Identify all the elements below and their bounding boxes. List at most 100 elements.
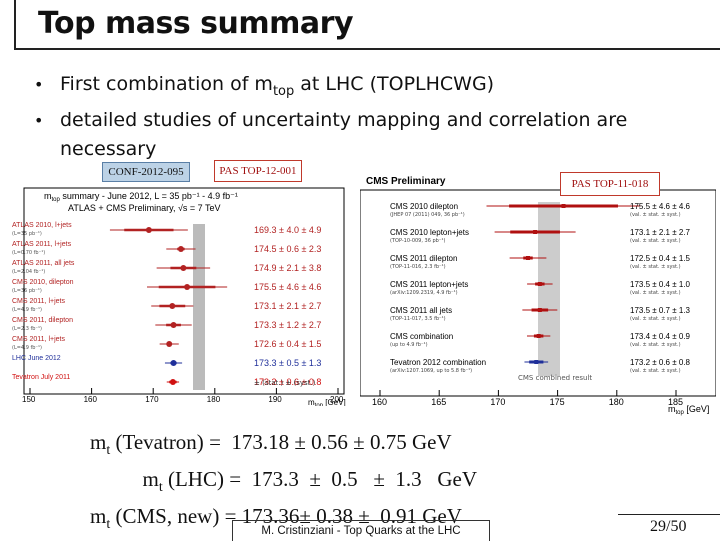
right-row-value: 173.4 ± 0.4 ± 0.9 <box>630 332 690 341</box>
right-row-value: 175.5 ± 4.6 ± 4.6 <box>630 202 690 211</box>
right-tick-label: 165 <box>431 397 446 407</box>
left-row-note: (L=2.3 fb⁻¹) <box>12 326 42 332</box>
formula-row-cms: mt (CMS, new) = 173.36± 0.38 ± 0.91 GeV <box>90 504 462 533</box>
bullet-subscript: top <box>272 83 295 99</box>
right-plot-row: CMS 2011 all jets(TOP-11-017, 3.5 fb⁻¹) 1… <box>390 306 690 322</box>
right-row-point <box>537 308 542 312</box>
left-row-value: 174.9 ± 2.1 ± 3.8 <box>254 263 321 273</box>
right-tick-label: 175 <box>550 397 565 407</box>
right-tick-label: 185 <box>668 397 683 407</box>
left-row-label: CMS 2011, l+jets <box>12 298 65 305</box>
title-underline <box>14 48 720 50</box>
left-row-note: (L=4.9 fb⁻¹) <box>12 345 42 351</box>
right-plot-xlabel: mtop [GeV] <box>668 404 709 416</box>
left-row-value: 172.6 ± 0.4 ± 1.5 <box>254 339 321 349</box>
right-row-sub: (val. ± stat. ± syst.) <box>630 212 681 218</box>
left-plot-row: CMS 2011, dilepton (L=2.3 fb⁻¹) 173.3 ± 1.… <box>12 317 321 332</box>
right-row-sub: (val. ± stat. ± syst.) <box>630 238 681 244</box>
left-row-note: (L=0.70 fb⁻¹) <box>12 250 45 256</box>
left-row-label: CMS 2010, dilepton <box>12 279 74 286</box>
right-plot-band-label: CMS combined result <box>518 374 592 382</box>
right-row-label: CMS 2011 all jets <box>390 306 452 315</box>
left-plot-ticks: 150 160 170 180 190 200 <box>22 388 344 404</box>
left-plot-row: ATLAS 2010, l+jets (L=35 pb⁻¹) 169.3 ± 4.0… <box>12 222 321 237</box>
left-tick-label: 160 <box>84 395 98 404</box>
formula-row-tevatron: mt (Tevatron) = 173.18 ± 0.56 ± 0.75 GeV <box>90 430 452 459</box>
left-row-note: (L=2.04 fb⁻¹) <box>12 269 45 275</box>
tag-pas-top-11-018: PAS TOP-11-018 <box>560 172 660 196</box>
right-row-point <box>526 256 530 260</box>
slide-title: Top mass summary <box>38 6 354 41</box>
bullet-list: • First combination of mtop at LHC (TOPL… <box>34 70 694 164</box>
left-row-point <box>169 303 176 309</box>
atlas-cms-mtop-plot: mtop summary - June 2012, L = 35 pb⁻¹ - … <box>8 184 348 406</box>
right-plot-row: CMS 2011 lepton+jets(arXiv:1209.2319, 4.… <box>390 280 690 296</box>
left-row-point <box>180 265 187 271</box>
right-plot-row: CMS 2011 dilepton(TOP-11-016, 2.3 fb⁻¹) 1… <box>390 254 690 270</box>
right-plot-row: CMS 2010 dilepton(JHEP 07 (2011) 049, 36… <box>390 202 690 218</box>
right-plot-row: Tevatron 2012 combination(arXiv:1207.106… <box>390 358 690 374</box>
bullet-continuation: necessary <box>34 135 694 164</box>
left-row-note: (L=4.9 fb⁻¹) <box>12 307 42 313</box>
left-row-value: 175.5 ± 4.6 ± 4.6 <box>254 282 321 292</box>
right-row-value: 173.5 ± 0.4 ± 1.0 <box>630 280 690 289</box>
bullet-item-studies: • detailed studies of uncertainty mappin… <box>34 106 694 135</box>
right-plot-ticks: 160 165 170 175 180 185 <box>372 390 683 407</box>
right-row-note: (TOP-11-017, 3.5 fb⁻¹) <box>390 316 446 322</box>
right-row-label: CMS 2011 dilepton <box>390 254 457 263</box>
left-tick-label: 180 <box>207 395 221 404</box>
footer-label: M. Cristinziani - Top Quarks at the LHC <box>232 520 490 541</box>
left-plot-row: LHC June 2012 173.3 ± 0.5 ± 1.3 <box>12 355 321 368</box>
left-row-label: ATLAS 2011, all jets <box>12 260 75 267</box>
right-row-sub: (val. ± stat. ± syst.) <box>630 264 681 270</box>
right-row-value: 173.1 ± 2.1 ± 2.7 <box>630 228 690 237</box>
left-tick-label: 200 <box>330 395 344 404</box>
left-plot-xlabel: mtop [GeV] <box>308 398 346 406</box>
left-plot-row: ATLAS 2011, l+jets (L=0.70 fb⁻¹) 174.5 ± 0… <box>12 241 321 256</box>
left-row-value: 169.3 ± 4.0 ± 4.9 <box>254 225 321 235</box>
right-plot-rows: CMS 2010 dilepton(JHEP 07 (2011) 049, 36… <box>390 202 690 374</box>
right-row-point <box>561 204 566 208</box>
bullet-text: First combination of m <box>60 73 273 95</box>
left-row-value: 173.3 ± 0.5 ± 1.3 <box>254 358 321 368</box>
bullet-text: necessary <box>60 137 157 160</box>
right-row-note: (TOP-11-016, 2.3 fb⁻¹) <box>390 264 446 270</box>
mtop-band <box>193 224 205 390</box>
formula-row-lhc: mt (LHC) = 173.3 ± 0.5 ± 1.3 GeV <box>90 467 478 496</box>
left-row-value: 173.1 ± 2.1 ± 2.7 <box>254 301 321 311</box>
left-row-label: ATLAS 2010, l+jets <box>12 222 72 229</box>
left-row-point <box>169 379 176 385</box>
mtop-results: mt (Tevatron) = 173.18 ± 0.56 ± 0.75 GeV… <box>90 428 477 540</box>
tag-conf-note: CONF-2012-095 <box>102 162 190 182</box>
left-plot-row: ATLAS 2011, all jets (L=2.04 fb⁻¹) 174.9 ±… <box>12 260 321 275</box>
left-plot-row: CMS 2010, dilepton (L=36 pb⁻¹) 175.5 ± 4.6… <box>12 279 321 294</box>
left-plot-rows: ATLAS 2010, l+jets (L=35 pb⁻¹) 169.3 ± 4.0… <box>12 222 321 387</box>
left-row-note: (L=36 pb⁻¹) <box>12 288 42 294</box>
left-row-label: Tevatron July 2011 <box>12 374 70 381</box>
right-row-point <box>533 230 538 234</box>
right-plot-row: CMS 2010 lepton+jets(TOP-10-009, 36 pb⁻¹… <box>390 228 690 244</box>
tag-pas-top-12-001: PAS TOP-12-001 <box>214 160 302 182</box>
left-row-point <box>184 284 191 290</box>
right-row-sub: (val. ± stat. ± syst.) <box>630 316 681 322</box>
title-corner-rule <box>14 0 16 50</box>
right-row-note: (TOP-10-009, 36 pb⁻¹) <box>390 238 445 244</box>
right-row-value: 172.5 ± 0.4 ± 1.5 <box>630 254 690 263</box>
left-plot-row: Tevatron July 2011 173.2 ± 0.6 ± 0.8 <box>12 374 321 387</box>
left-row-point <box>170 360 177 366</box>
right-row-label: CMS 2010 dilepton <box>390 202 458 211</box>
left-plot-stat-legend: ± (stat.) ± (syst.) <box>254 379 316 387</box>
left-tick-label: 190 <box>268 395 282 404</box>
bullet-text: at LHC (TOPLHCWG) <box>294 73 495 95</box>
right-tick-label: 180 <box>609 397 624 407</box>
left-row-label: LHC June 2012 <box>12 355 61 362</box>
left-plot-row: CMS 2011, l+jets (L=4.9 fb⁻¹) 172.6 ± 0.4 … <box>12 336 321 351</box>
left-row-label: CMS 2011, dilepton <box>12 317 73 324</box>
left-row-point <box>177 246 184 252</box>
bullet-text: detailed studies of uncertainty mapping … <box>60 108 628 131</box>
left-plot-subheader: ATLAS + CMS Preliminary, √s = 7 TeV <box>68 203 221 213</box>
right-row-point <box>536 334 541 338</box>
right-row-note: (JHEP 07 (2011) 049, 36 pb⁻¹) <box>390 212 465 218</box>
cms-mtop-plot: CMS Preliminary CMS 2010 dilepton(JHEP 0… <box>360 172 716 416</box>
right-tick-label: 170 <box>490 397 505 407</box>
